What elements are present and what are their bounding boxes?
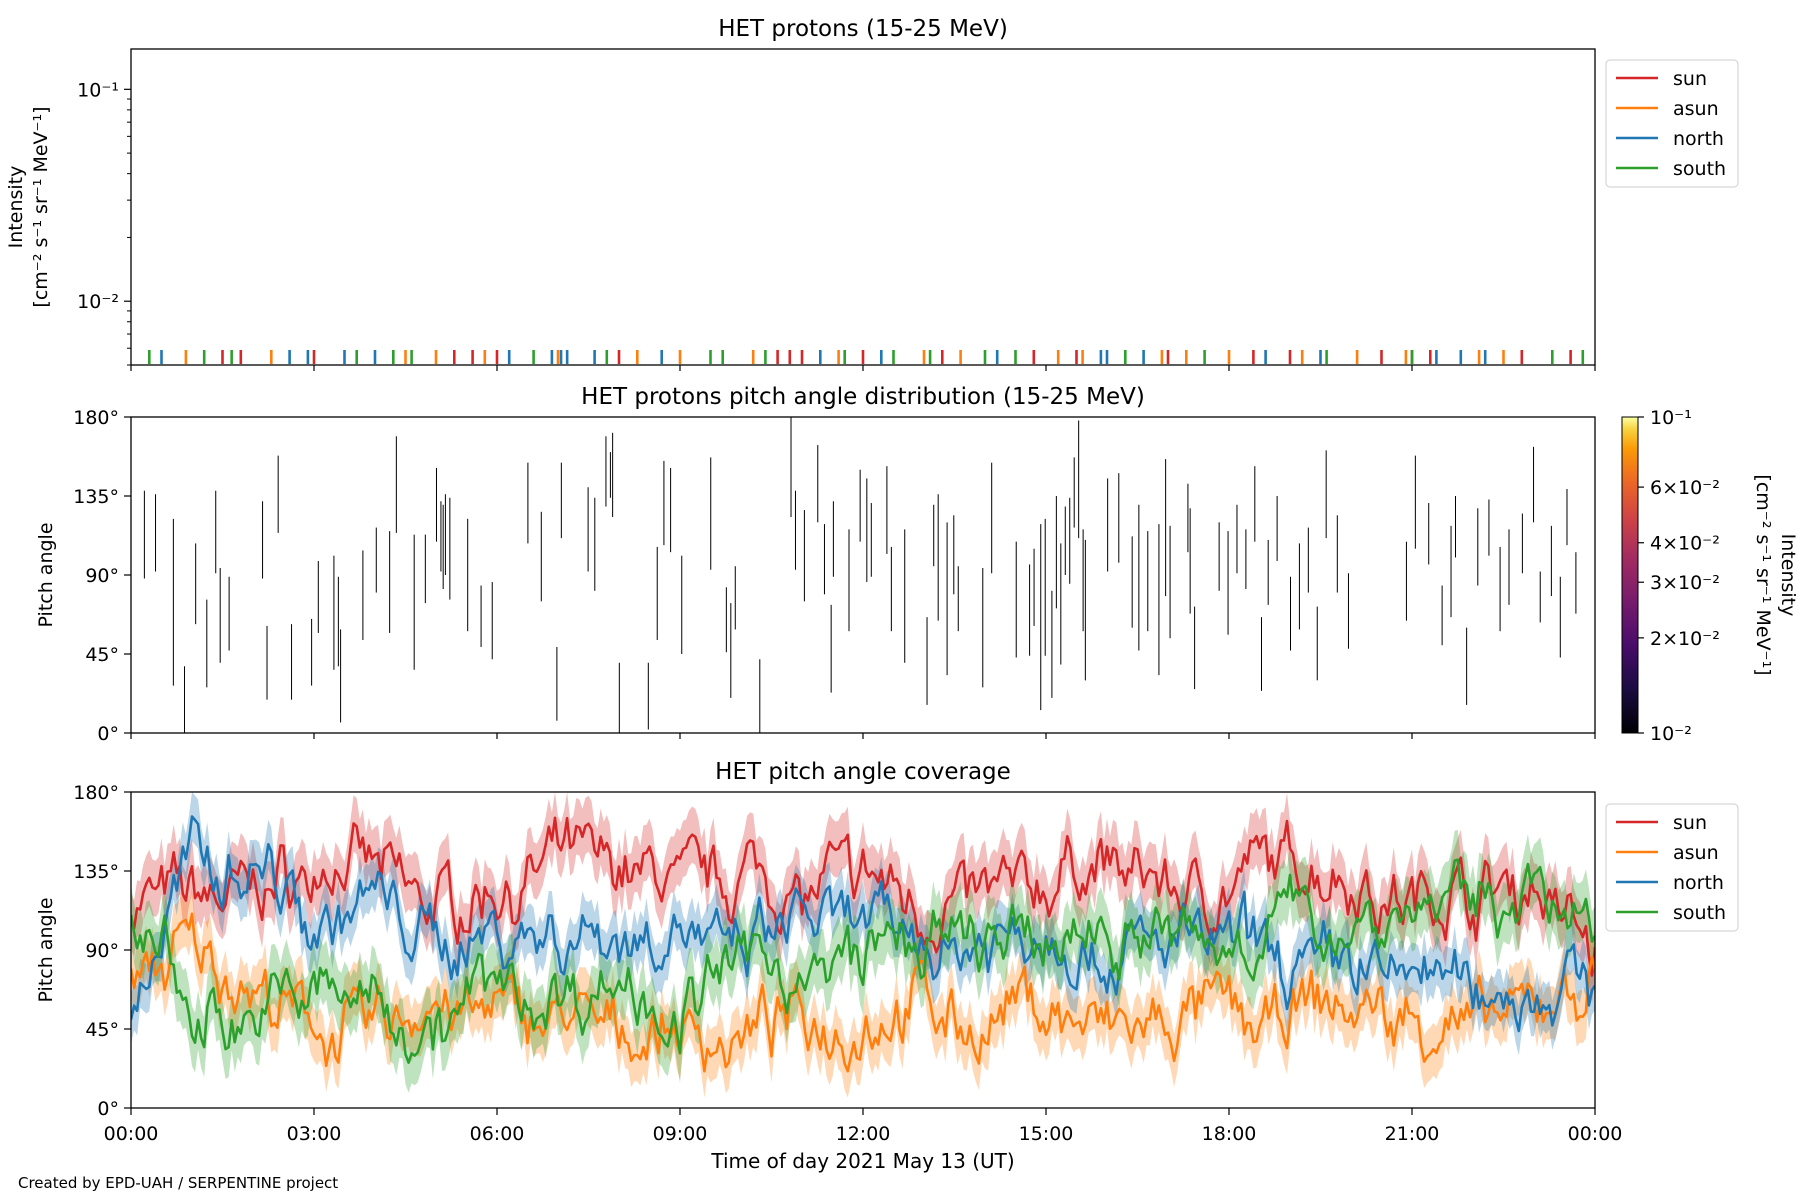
band-south xyxy=(131,829,1595,1093)
line-sun xyxy=(131,816,1595,977)
panel1-title: HET protons (15-25 MeV) xyxy=(718,16,1008,42)
line-asun xyxy=(131,912,1595,1073)
legend-label-sun: sun xyxy=(1673,68,1707,90)
y-tick-label: 180° xyxy=(73,407,119,429)
panel1-ylabel-line2: [cm⁻² s⁻¹ sr⁻¹ MeV⁻¹] xyxy=(30,106,52,307)
legend-label-south: south xyxy=(1673,902,1726,924)
legend-label-asun: asun xyxy=(1673,842,1719,864)
colorbar-tick-label: 10⁻¹ xyxy=(1650,407,1692,429)
band-asun xyxy=(131,887,1595,1098)
y-tick-label: 0° xyxy=(97,1098,119,1120)
x-tick-label: 15:00 xyxy=(1019,1123,1074,1145)
y-tick-label: 90° xyxy=(85,940,119,962)
panel2-y-ticks: 0° 45° 90° 135° 180° xyxy=(73,407,131,745)
colorbar-tick-label: 3×10⁻² xyxy=(1650,572,1720,594)
x-tick-label: 18:00 xyxy=(1202,1123,1257,1145)
colorbar-tick-label: 2×10⁻² xyxy=(1650,628,1720,650)
legend-box xyxy=(1605,59,1739,188)
legend-box xyxy=(1605,803,1739,932)
panel3-x-ticks: 00:00 03:00 06:00 09:00 12:00 15:00 18:00 21:00… xyxy=(104,1108,1623,1145)
legend-label-north: north xyxy=(1673,128,1724,150)
panel2-frame xyxy=(130,416,1596,734)
legend-label-sun: sun xyxy=(1673,812,1707,834)
panel2-ylabel: Pitch angle xyxy=(35,522,57,627)
legend-label-asun: asun xyxy=(1673,98,1719,120)
line-south xyxy=(131,858,1595,1064)
pitch-coverage-panel: HET pitch angle coverage 0° 45° 90° 135° 180… xyxy=(35,759,1739,1173)
x-axis-label: Time of day 2021 May 13 (UT) xyxy=(710,1149,1014,1173)
band-north xyxy=(131,792,1595,1056)
band-sun xyxy=(131,792,1595,1004)
panel1-legend: sun asun north south xyxy=(1605,59,1739,188)
y-tick-label: 10⁻² xyxy=(77,291,119,313)
x-tick-label: 00:00 xyxy=(1568,1123,1623,1145)
panel3-bands xyxy=(131,792,1595,1098)
y-tick-label: 135° xyxy=(73,861,119,883)
y-tick-label: 10⁻¹ xyxy=(77,79,119,101)
colorbar-ticks: 10⁻¹ 6×10⁻² 4×10⁻² 3×10⁻² 2×10⁻² 10⁻² xyxy=(1638,407,1720,745)
colorbar-tick-label: 6×10⁻² xyxy=(1650,477,1720,499)
x-tick-label: 06:00 xyxy=(470,1123,525,1145)
colorbar xyxy=(1621,416,1639,734)
panel1-y-ticks: 10⁻¹ 10⁻² xyxy=(77,79,131,366)
panel3-legend: sun asun north south xyxy=(1605,803,1739,932)
panel1-marks xyxy=(148,350,1585,364)
x-tick-label: 09:00 xyxy=(653,1123,708,1145)
colorbar-label-line1: Intensity xyxy=(1777,534,1799,617)
panel1-frame xyxy=(130,48,1596,366)
y-tick-label: 45° xyxy=(85,644,119,666)
colorbar-tick-label: 10⁻² xyxy=(1650,723,1692,745)
panel1-x-ticks xyxy=(130,365,1596,371)
colorbar-label-line2: [cm⁻² s⁻¹ sr⁻¹ MeV⁻¹] xyxy=(1752,474,1774,675)
x-tick-label: 00:00 xyxy=(104,1123,159,1145)
panel2-marks xyxy=(143,417,1577,733)
legend-label-north: north xyxy=(1673,872,1724,894)
x-tick-label: 21:00 xyxy=(1385,1123,1440,1145)
y-tick-label: 180° xyxy=(73,782,119,804)
panel1-ylabel-line1: Intensity xyxy=(5,166,27,249)
panel3-ylabel: Pitch angle xyxy=(35,897,57,1002)
x-tick-label: 12:00 xyxy=(836,1123,891,1145)
intensity-panel: HET protons (15-25 MeV) 10⁻¹ 10⁻² Intensi… xyxy=(5,16,1739,371)
panel2-title: HET protons pitch angle distribution (15… xyxy=(581,384,1145,410)
y-tick-label: 0° xyxy=(97,723,119,745)
legend-label-south: south xyxy=(1673,158,1726,180)
pitch-distribution-panel: HET protons pitch angle distribution (15… xyxy=(35,384,1799,745)
credit-footer: Created by EPD-UAH / SERPENTINE project xyxy=(18,1174,339,1192)
y-tick-label: 45° xyxy=(85,1019,119,1041)
panel3-title: HET pitch angle coverage xyxy=(715,759,1011,785)
colorbar-tick-label: 4×10⁻² xyxy=(1650,533,1720,555)
panel3-y-ticks: 0° 45° 90° 135° 180° xyxy=(73,782,131,1120)
panel2-x-ticks xyxy=(130,733,1596,739)
x-tick-label: 03:00 xyxy=(287,1123,342,1145)
y-tick-label: 135° xyxy=(73,486,119,508)
y-tick-label: 90° xyxy=(85,565,119,587)
line-north xyxy=(131,815,1595,1033)
panel3-lines xyxy=(131,815,1595,1073)
